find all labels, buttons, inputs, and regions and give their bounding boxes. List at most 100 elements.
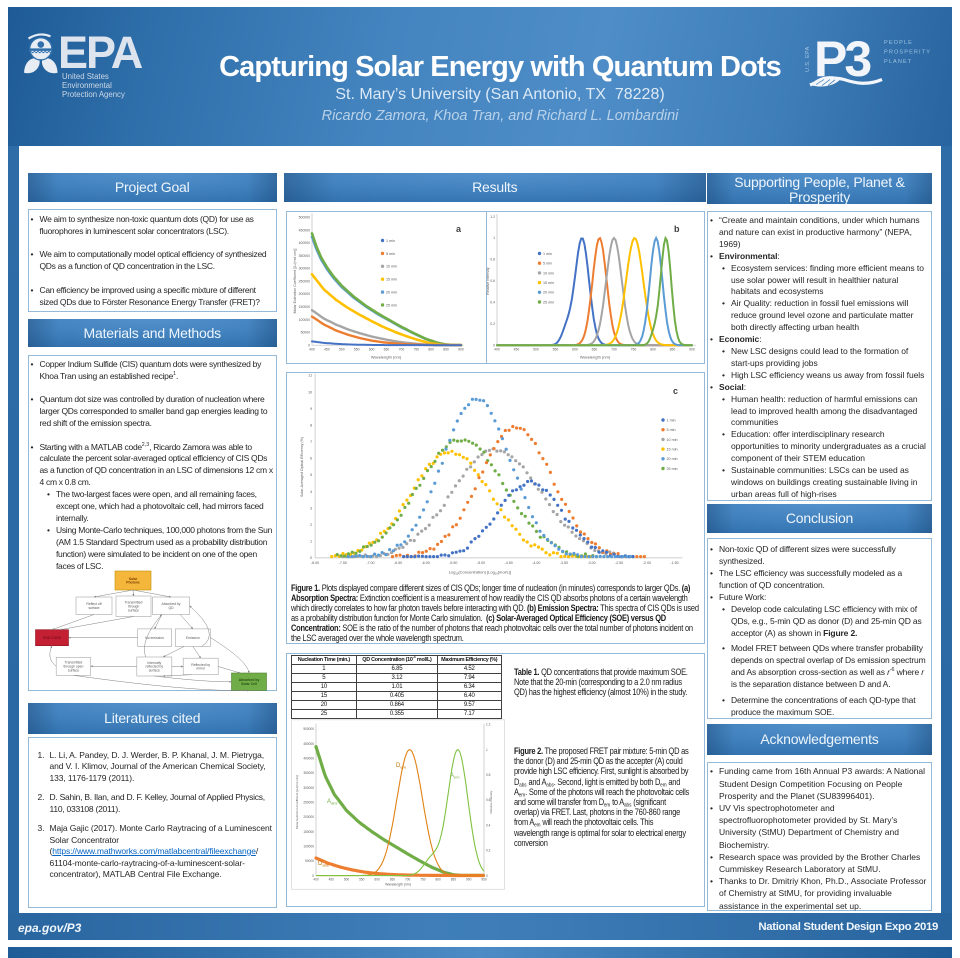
svg-text:0: 0 [310,556,312,560]
svg-text:through open: through open [63,665,83,669]
svg-text:50000: 50000 [305,859,314,863]
svg-text:500000: 500000 [299,216,310,220]
svg-text:400: 400 [494,348,500,352]
svg-text:650: 650 [592,348,598,352]
svg-text:50000: 50000 [301,331,311,335]
svg-text:Internally: Internally [147,661,161,665]
svg-text:600: 600 [369,348,375,352]
svg-text:1: 1 [486,748,488,752]
svg-text:Solar-Averaged Optical Efficie: Solar-Averaged Optical Efficiency (%) [300,437,304,497]
svg-text:Photons: Photons [126,581,140,585]
svg-text:3: 3 [310,506,312,510]
svg-text:10 min: 10 min [543,271,554,275]
svg-text:450000: 450000 [303,742,314,746]
svg-text:8: 8 [310,423,312,427]
svg-text:0.2: 0.2 [486,849,491,853]
svg-text:through: through [128,604,140,608]
svg-text:0: 0 [493,343,495,347]
svg-text:100000: 100000 [303,844,314,848]
svg-text:4: 4 [310,490,312,494]
svg-text:Solar: Solar [129,577,138,581]
svg-text:Log10(Concentration) [Log10(mo: Log10(Concentration) [Log10(mol/L)] [449,570,512,576]
svg-text:5: 5 [310,473,312,477]
svg-text:1 min: 1 min [386,239,395,243]
svg-text:6: 6 [310,457,312,461]
svg-text:1: 1 [310,540,312,544]
svg-text:5 min: 5 min [386,252,395,256]
svg-text:150000: 150000 [303,830,314,834]
svg-text:Aem: Aem [450,773,460,780]
svg-text:600: 600 [572,348,578,352]
svg-text:0.4: 0.4 [490,301,495,305]
svg-text:600: 600 [374,878,380,882]
svg-text:Transmitted: Transmitted [65,661,83,665]
svg-text:PROSPERITY: PROSPERITY [884,50,931,56]
svg-text:850: 850 [443,348,449,352]
svg-text:Dabs: Dabs [318,861,329,868]
svg-text:20 min: 20 min [667,457,678,461]
svg-text:surface: surface [68,668,79,672]
svg-text:Dem: Dem [396,763,407,770]
svg-text:-6.50: -6.50 [394,561,402,565]
svg-text:200000: 200000 [299,292,310,296]
svg-text:Reflect off: Reflect off [86,602,101,606]
svg-text:950: 950 [481,878,487,882]
svg-text:-3.50: -3.50 [560,561,568,565]
svg-text:0.4: 0.4 [486,823,491,827]
svg-text:750: 750 [420,878,426,882]
svg-text:400000: 400000 [299,241,310,245]
svg-text:-2.00: -2.00 [643,561,651,565]
svg-text:25 min: 25 min [386,303,397,307]
svg-text:350000: 350000 [303,771,314,775]
svg-text:PEOPLE: PEOPLE [884,40,913,46]
svg-text:1 min: 1 min [543,252,552,256]
svg-text:400: 400 [309,348,315,352]
svg-text:900: 900 [466,878,472,882]
svg-text:-5.50: -5.50 [449,561,457,565]
svg-text:200000: 200000 [303,815,314,819]
svg-text:20 min: 20 min [543,291,554,295]
svg-text:0: 0 [312,874,314,878]
svg-text:Wavelength (nm): Wavelength (nm) [580,355,611,360]
svg-text:Molar Extinction Coefficient [: Molar Extinction Coefficient [(L/(mol cm… [295,775,299,829]
svg-text:350000: 350000 [299,254,310,258]
svg-text:500: 500 [339,348,345,352]
svg-text:250000: 250000 [299,279,310,283]
svg-text:1: 1 [493,236,495,240]
svg-text:450000: 450000 [299,228,310,232]
svg-text:400000: 400000 [303,757,314,761]
svg-text:500: 500 [344,878,350,882]
svg-text:-7.00: -7.00 [366,561,374,565]
svg-text:1.2: 1.2 [486,723,491,727]
svg-text:25 min: 25 min [543,300,554,304]
svg-text:-5.00: -5.00 [477,561,485,565]
svg-text:650: 650 [390,878,396,882]
svg-text:2: 2 [310,523,312,527]
svg-text:700: 700 [399,348,405,352]
svg-text:800: 800 [650,348,656,352]
svg-text:surface: surface [88,606,99,610]
svg-text:250000: 250000 [303,801,314,805]
svg-text:15 min: 15 min [386,278,397,282]
svg-text:550: 550 [553,348,559,352]
svg-text:300000: 300000 [303,786,314,790]
svg-text:700: 700 [405,878,411,882]
svg-text:10 min: 10 min [386,265,397,269]
svg-text:-8.00: -8.00 [311,561,319,565]
svg-text:U.S. EPA: U.S. EPA [805,46,811,72]
svg-text:800: 800 [428,348,434,352]
svg-text:450: 450 [329,878,335,882]
svg-text:Emission: Emission [186,636,200,640]
svg-text:PLANET: PLANET [884,59,912,65]
svg-text:450: 450 [514,348,520,352]
svg-text:-2.50: -2.50 [615,561,623,565]
svg-text:-3.00: -3.00 [587,561,595,565]
svg-text:550: 550 [359,878,365,882]
svg-text:550: 550 [354,348,360,352]
svg-text:650: 650 [384,348,390,352]
svg-text:Absorbed by: Absorbed by [161,602,180,606]
svg-text:-1.50: -1.50 [670,561,678,565]
svg-text:5 min: 5 min [543,262,552,266]
svg-text:Relative Intensity: Relative Intensity [486,267,490,295]
svg-text:700: 700 [611,348,617,352]
